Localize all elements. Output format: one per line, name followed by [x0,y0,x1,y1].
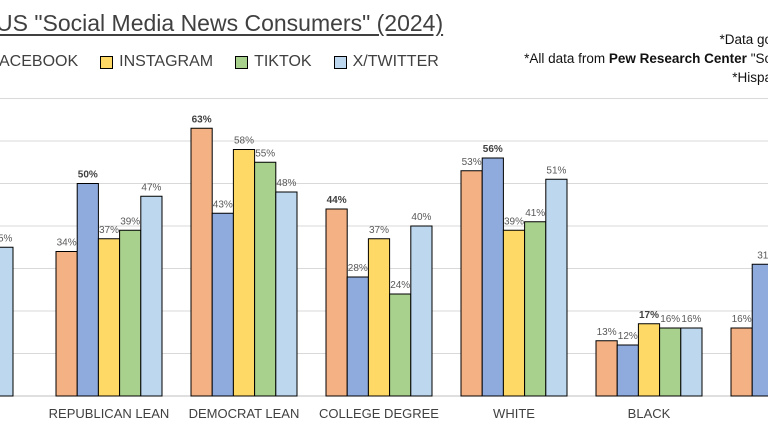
chart-title: US "Social Media News Consumers" (2024) [0,10,444,36]
data-label-4-1: 56% [483,144,503,155]
category-label-1: REPUBLICAN LEAN [49,406,170,421]
footnote-2-source: Pew Research Center [608,51,747,66]
bar-3-2 [367,238,391,397]
bar-3-3 [389,293,412,397]
data-label-1-0: 34% [57,238,77,249]
data-label-1-3: 39% [120,216,140,227]
data-label-2-3: 55% [255,148,275,159]
bar-1-1 [76,183,99,397]
bar-6-1 [751,263,768,397]
bar-4-0 [460,170,483,397]
legend-item-instagram: INSTAGRAM [100,53,213,71]
bar-3-4 [410,225,433,397]
footnote-1: *Data go [719,32,768,47]
bar-0-4 [0,246,14,397]
data-label-1-4: 47% [141,182,161,193]
bar-2-3 [254,161,277,397]
legend-item-tiktok: TIKTOK [235,53,312,71]
bar-1-0 [55,251,78,397]
data-label-0-4: 35% [0,233,13,244]
legend-label-instagram: INSTAGRAM [119,53,214,70]
data-label-4-2: 39% [504,216,524,227]
footnote-2-suffix: "So [750,51,768,66]
data-label-5-3: 16% [660,314,680,325]
footnotes: *Data go *All data from Pew Research Cen… [524,30,768,87]
data-label-3-0: 44% [327,195,347,206]
bar-1-2 [97,238,121,397]
category-label-5: BLACK [628,406,671,421]
legend-swatch-twitter [333,55,347,69]
data-label-4-3: 41% [525,208,545,219]
footnote-3: *Hispa [732,70,768,85]
data-label-1-1: 50% [78,170,98,181]
data-label-1-2: 37% [99,225,119,236]
data-label-3-4: 40% [411,212,431,223]
data-label-3-2: 37% [369,225,389,236]
bar-5-1 [616,344,639,397]
bar-2-0 [190,127,213,397]
data-label-5-0: 13% [597,327,617,338]
footnote-2-prefix: *All data from [524,51,609,66]
bar-4-2 [502,229,526,397]
legend: ACEBOOK INSTAGRAM TIKTOK X/TWITTER [0,53,461,71]
bar-2-4 [275,191,298,397]
category-label-4: WHITE [493,406,535,421]
legend-swatch-tiktok [235,55,249,69]
bar-5-4 [680,327,703,397]
data-label-2-1: 43% [213,199,233,210]
bar-4-1 [481,157,504,397]
data-label-5-2: 17% [639,310,659,321]
legend-swatch-instagram [100,55,114,69]
bar-1-3 [119,229,142,397]
bar-1-4 [140,195,163,397]
bar-5-0 [595,340,618,397]
data-label-2-0: 63% [192,114,212,125]
data-label-4-0: 53% [462,157,482,168]
data-label-3-3: 24% [390,280,410,291]
data-label-2-4: 48% [276,178,296,189]
value-labels: 2%35%34%50%37%39%47%63%43%58%55%48%44%28… [0,114,768,342]
bar-4-3 [524,221,547,397]
bar-2-2 [232,149,256,397]
legend-label-facebook: ACEBOOK [0,53,79,70]
bar-6-0 [730,327,753,397]
bar-3-0 [325,208,348,397]
bars [0,127,768,397]
category-label-3: COLLEGE DEGREE [319,406,439,421]
footnote-2: *All data from Pew Research Center "So [524,49,768,68]
bar-5-2 [637,323,661,397]
legend-label-tiktok: TIKTOK [254,53,312,70]
data-label-5-4: 16% [681,314,701,325]
category-label-2: DEMOCRAT LEAN [189,406,300,421]
data-label-3-1: 28% [348,263,368,274]
bar-4-4 [545,178,568,397]
legend-item-facebook: ACEBOOK [0,53,78,71]
data-label-6-0: 16% [732,314,752,325]
bar-3-1 [346,276,369,397]
bar-5-3 [659,327,682,397]
data-label-4-4: 51% [546,165,566,176]
legend-label-twitter: X/TWITTER [352,53,439,70]
bar-2-1 [211,212,234,397]
data-label-2-2: 58% [234,136,254,147]
data-label-5-1: 12% [618,331,638,342]
legend-item-twitter: X/TWITTER [333,53,439,71]
data-label-6-1: 31 [757,250,768,261]
